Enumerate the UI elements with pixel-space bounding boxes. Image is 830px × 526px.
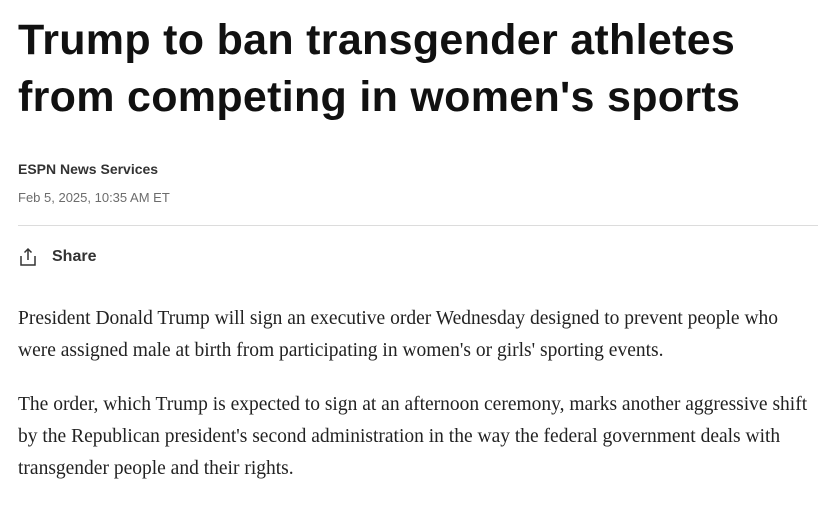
share-label: Share xyxy=(52,248,97,265)
byline: ESPN News Services xyxy=(18,161,159,177)
share-icon xyxy=(20,247,36,266)
article: Trump to ban transgender athletes from c… xyxy=(18,16,818,479)
timestamp: Feb 5, 2025, 10:35 AM ET xyxy=(18,190,170,205)
headline: Trump to ban transgender athletes from c… xyxy=(18,16,741,121)
paragraph: The order, which Trump is expected to si… xyxy=(18,394,808,479)
divider xyxy=(18,225,818,226)
paragraph: President Donald Trump will sign an exec… xyxy=(18,308,779,361)
share-button[interactable]: Share xyxy=(18,247,818,267)
